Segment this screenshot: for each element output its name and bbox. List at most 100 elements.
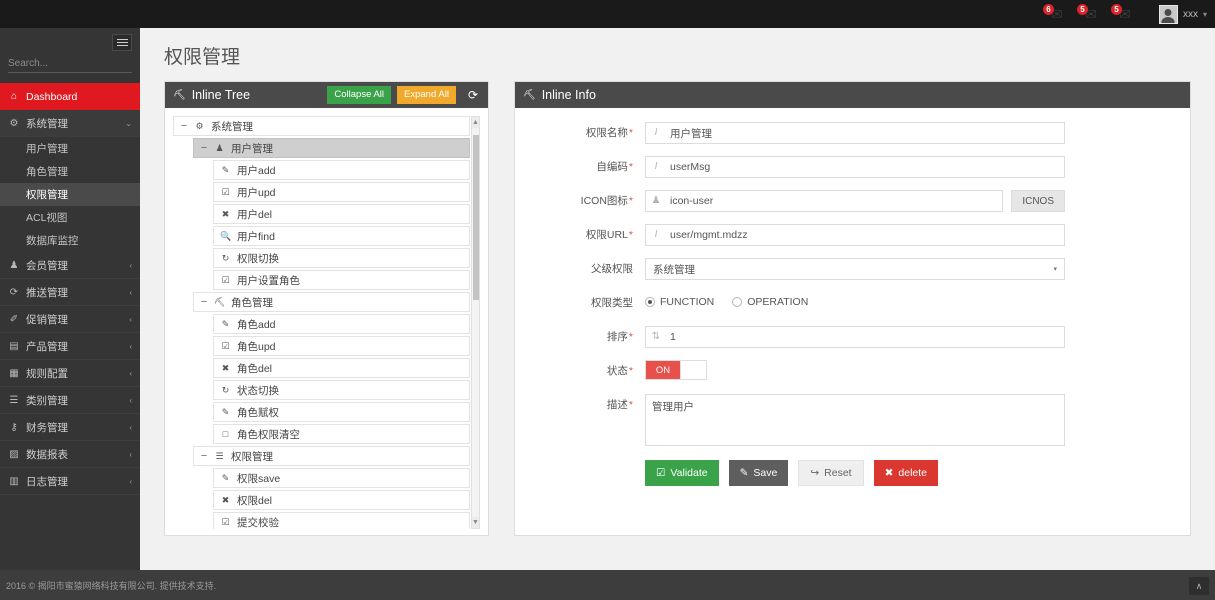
refresh-icon[interactable]: ⟳ — [462, 88, 480, 102]
tree-node[interactable]: ✎ 角色add — [213, 314, 470, 334]
validate-button-label: Validate — [670, 467, 708, 479]
envelope-icon: ✉ — [1085, 6, 1097, 22]
gear-icon: ⚙ — [9, 117, 19, 129]
icnos-button[interactable]: ICNOS — [1011, 190, 1065, 212]
sidebar-item-rule-config[interactable]: ▦ 规则配置 ‹ — [0, 360, 140, 387]
pencil-icon: ✐ — [9, 313, 19, 325]
code-input[interactable] — [666, 157, 1064, 177]
notification-bell[interactable]: ✉ 6 — [1042, 4, 1067, 23]
sidebar-item-dashboard[interactable]: ⌂ Dashboard — [0, 83, 140, 110]
reset-button[interactable]: ↪ Reset — [798, 460, 864, 486]
chevron-down-icon: ▾ — [1053, 266, 1057, 273]
permission-url-input[interactable] — [666, 225, 1064, 245]
url-input-group[interactable]: I — [645, 224, 1065, 246]
description-textarea[interactable]: 管理用户 — [645, 394, 1065, 446]
node-icon: ✖ — [221, 208, 230, 219]
radio-label: OPERATION — [747, 296, 809, 308]
hamburger-icon[interactable] — [112, 34, 132, 51]
chevron-left-icon: ‹ — [129, 287, 132, 297]
tree-node[interactable]: ☑ 提交校验 — [213, 512, 470, 529]
sidebar-item-push-mgmt[interactable]: ⟳ 推送管理 ‹ — [0, 279, 140, 306]
name-input-group[interactable]: I — [645, 122, 1065, 144]
scroll-to-top-button[interactable]: ∧ — [1189, 577, 1209, 595]
toggle-icon[interactable]: − — [200, 296, 208, 308]
sidebar-item-category-mgmt[interactable]: ☰ 类别管理 ‹ — [0, 387, 140, 414]
scroll-down-icon[interactable]: ▼ — [472, 517, 479, 528]
icon-class-input[interactable] — [666, 191, 1003, 211]
toggle-icon[interactable]: − — [200, 142, 208, 154]
tree-scrollbar[interactable]: ▲ ▼ — [471, 116, 480, 529]
notification-tasks[interactable]: ✉ 5 — [1110, 4, 1135, 23]
name-control: I — [645, 122, 1065, 144]
delete-button[interactable]: ✖ delete — [873, 460, 939, 486]
user-name-label: xxx — [1182, 8, 1198, 20]
tree-node[interactable]: ☑ 用户设置角色 — [213, 270, 470, 290]
sidebar-search[interactable]: 🔍 — [8, 58, 152, 73]
expand-all-button[interactable]: Expand All — [397, 86, 456, 104]
box-icon: ▤ — [9, 340, 19, 352]
validate-button[interactable]: ☑ Validate — [645, 460, 719, 486]
tree-node[interactable]: 🔍 用户find — [213, 226, 470, 246]
tree-node[interactable]: ✎ 用户add — [213, 160, 470, 180]
node-icon: ♟ — [215, 142, 224, 153]
save-button[interactable]: ✎ Save — [728, 460, 789, 486]
field-row-order: 排序* ⇅ — [515, 326, 1168, 348]
scroll-up-icon[interactable]: ▲ — [472, 117, 479, 128]
sidebar-item-product-mgmt[interactable]: ▤ 产品管理 ‹ — [0, 333, 140, 360]
tree-node[interactable]: ✖ 角色del — [213, 358, 470, 378]
sidebar-item-data-report[interactable]: ▨ 数据报表 ‹ — [0, 441, 140, 468]
toggle-icon[interactable]: − — [180, 120, 188, 132]
radio-function[interactable]: FUNCTION — [645, 296, 714, 308]
field-row-status: 状态* ON — [515, 360, 1168, 382]
tree-node[interactable]: − ♟ 用户管理 — [193, 138, 470, 158]
notification-messages[interactable]: ✉ 5 — [1076, 4, 1101, 23]
tree-node-label: 用户find — [237, 230, 275, 243]
status-toggle[interactable]: ON — [645, 360, 707, 380]
tree-node[interactable]: □ 角色权限清空 — [213, 424, 470, 444]
node-icon: ✎ — [221, 472, 230, 483]
order-input-group[interactable]: ⇅ — [645, 326, 1065, 348]
tree-node[interactable]: − ⛏ 角色管理 — [193, 292, 470, 312]
sidebar-subitem-user-mgmt[interactable]: 用户管理 — [0, 137, 140, 160]
user-menu[interactable]: xxx ▾ — [1158, 4, 1207, 24]
desc-control: 管理用户 — [645, 394, 1065, 446]
radio-operation[interactable]: OPERATION — [732, 296, 808, 308]
permission-name-input[interactable] — [666, 123, 1064, 143]
tree-node-label: 权限管理 — [231, 450, 273, 463]
tree-node-label: 角色upd — [237, 340, 276, 353]
chevron-left-icon: ‹ — [129, 449, 132, 459]
sidebar-subitem-permission-mgmt[interactable]: 权限管理 — [0, 183, 140, 206]
code-input-group[interactable]: I — [645, 156, 1065, 178]
permission-type-radios: FUNCTION OPERATION — [645, 292, 808, 308]
tree-node[interactable]: ↻ 状态切换 — [213, 380, 470, 400]
collapse-all-button[interactable]: Collapse All — [327, 86, 392, 104]
tree-node[interactable]: ☑ 用户upd — [213, 182, 470, 202]
tree-node[interactable]: ☑ 角色upd — [213, 336, 470, 356]
sidebar-item-system-mgmt[interactable]: ⚙ 系统管理 ⌄ — [0, 110, 140, 137]
tree-node[interactable]: ✎ 权限save — [213, 468, 470, 488]
sidebar-item-promo-mgmt[interactable]: ✐ 促销管理 ‹ — [0, 306, 140, 333]
updown-arrows-icon: ⇅ — [651, 331, 661, 342]
sidebar-item-log-mgmt[interactable]: ▥ 日志管理 ‹ — [0, 468, 140, 495]
parent-permission-select[interactable]: 系统管理 ▾ — [645, 258, 1065, 280]
icon-input-group[interactable]: ♟ — [645, 190, 1004, 212]
tree-node[interactable]: ✖ 权限del — [213, 490, 470, 510]
sidebar-subitem-role-mgmt[interactable]: 角色管理 — [0, 160, 140, 183]
footer-text: 2016 © 揭阳市蜜猿网络科技有限公司. 提供技术支持. — [6, 580, 217, 591]
tree-node[interactable]: − ⚙ 系统管理 — [173, 116, 470, 136]
sidebar-item-member-mgmt[interactable]: ♟ 会员管理 ‹ — [0, 252, 140, 279]
sidebar-subitem-db-monitor[interactable]: 数据库监控 — [0, 229, 140, 252]
sidebar-subitem-label: 数据库监控 — [26, 235, 79, 247]
tree-node[interactable]: ✎ 角色赋权 — [213, 402, 470, 422]
tree-node[interactable]: ↻ 权限切换 — [213, 248, 470, 268]
sidebar-item-finance-mgmt[interactable]: ⚷ 财务管理 ‹ — [0, 414, 140, 441]
user-icon: ♟ — [9, 259, 19, 271]
sidebar-subitem-acl-view[interactable]: ACL视图 — [0, 206, 140, 229]
tree-node[interactable]: − ☰ 权限管理 — [193, 446, 470, 466]
order-input[interactable] — [666, 327, 1064, 347]
scrollbar-thumb[interactable] — [473, 135, 479, 300]
messages-badge: 5 — [1076, 4, 1088, 15]
tree-node[interactable]: ✖ 用户del — [213, 204, 470, 224]
search-input[interactable] — [8, 58, 140, 69]
toggle-icon[interactable]: − — [200, 450, 208, 462]
